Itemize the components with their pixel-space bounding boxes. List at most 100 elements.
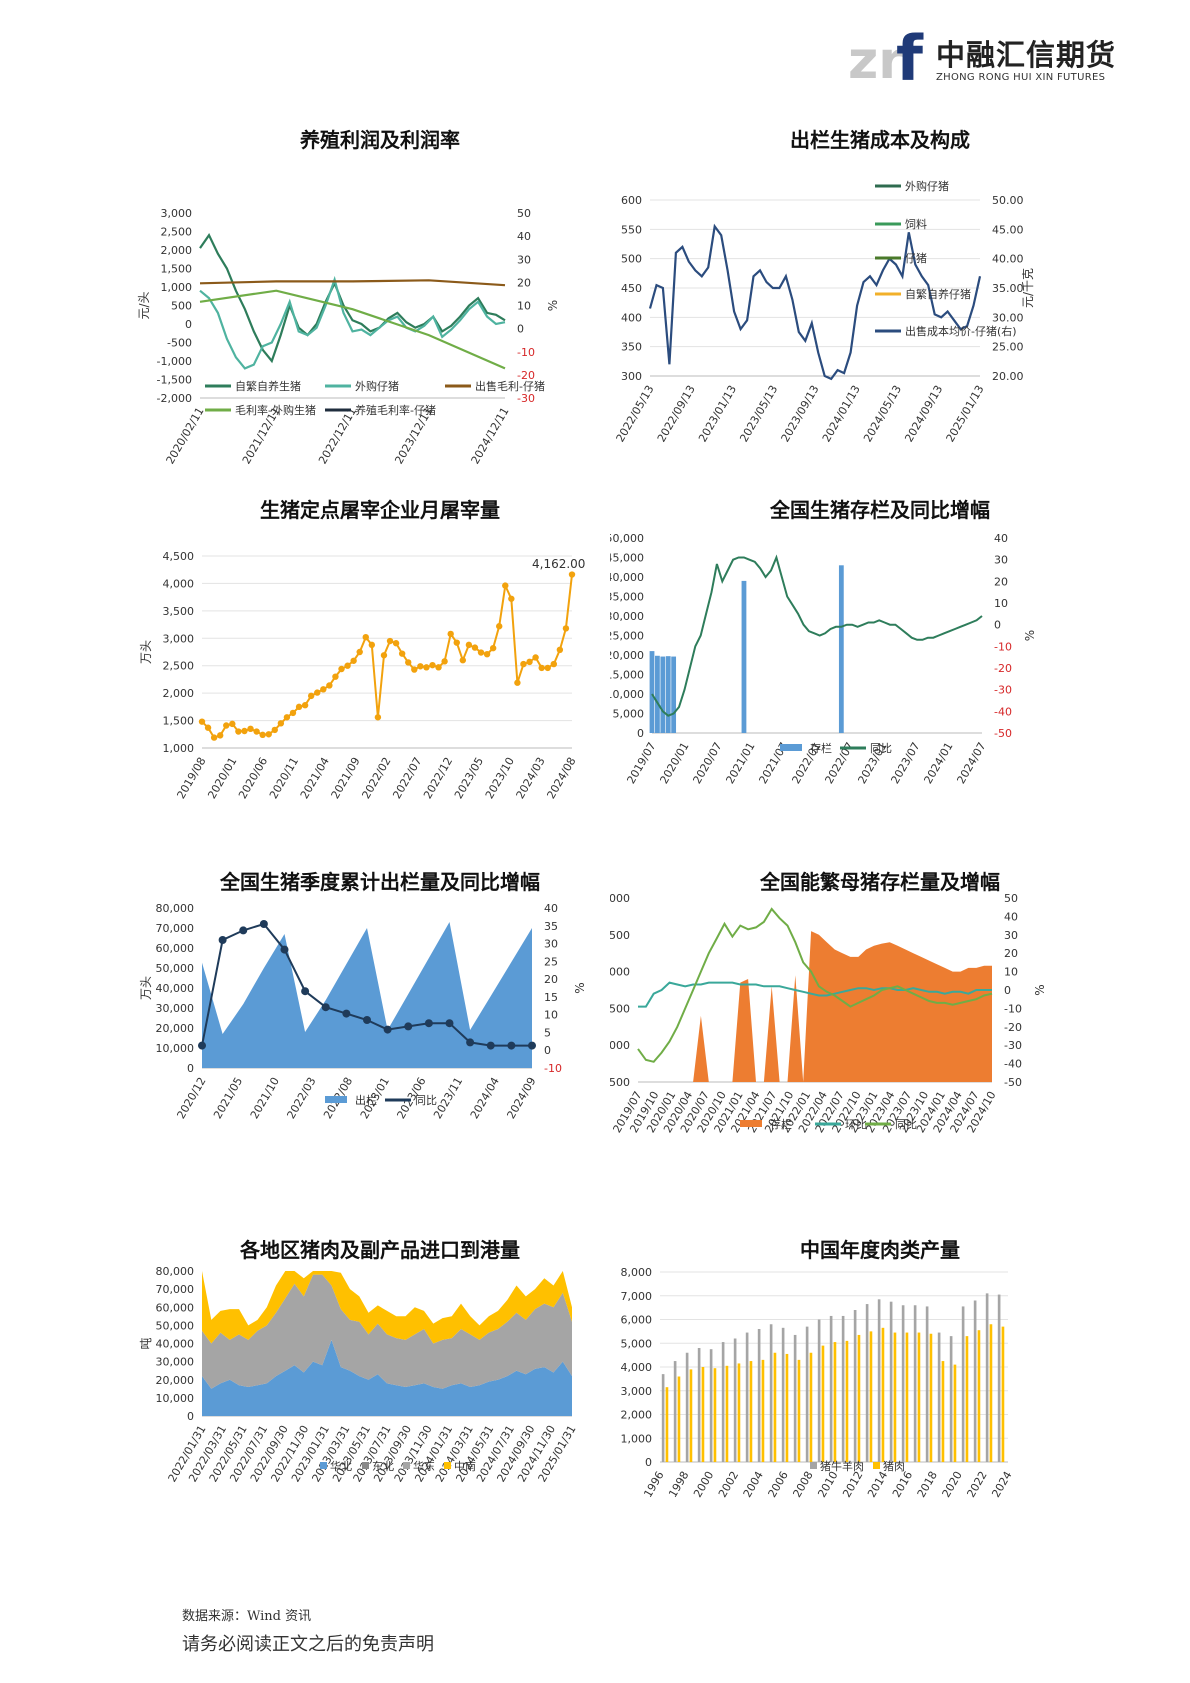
bar-2013-0 bbox=[865, 1304, 869, 1462]
bar-2021-1 bbox=[965, 1336, 969, 1462]
y2-tick-label: 30 bbox=[544, 938, 558, 951]
y-tick-label: 20,000 bbox=[156, 1022, 195, 1035]
y-tick-label: 60,000 bbox=[156, 1301, 195, 1314]
data-point bbox=[332, 673, 339, 680]
x-tick-label: 2024/05/13 bbox=[861, 383, 904, 444]
y-tick-label: 40,000 bbox=[610, 571, 644, 584]
data-point bbox=[453, 639, 460, 646]
bar-2016-1 bbox=[905, 1332, 909, 1462]
y-axis-label: 万头 bbox=[139, 976, 153, 1000]
y-tick-label: 6,000 bbox=[621, 1314, 653, 1327]
y-tick-label: 2,000 bbox=[161, 244, 193, 257]
x-tick-label: 2024/04 bbox=[468, 1075, 502, 1121]
bar-2019-0 bbox=[937, 1332, 941, 1462]
line-series-0 bbox=[199, 233, 506, 364]
legend-label: 毛利率-外购生猪 bbox=[235, 403, 316, 417]
y-tick-label: 30,000 bbox=[610, 610, 644, 623]
legend-label: 自繁自养仔猪 bbox=[905, 287, 971, 301]
y-tick-label: 0 bbox=[185, 318, 192, 331]
data-point bbox=[198, 1041, 206, 1050]
data-point bbox=[459, 657, 467, 664]
y-tick-label: 2,500 bbox=[610, 1076, 630, 1089]
data-point bbox=[520, 660, 527, 668]
y-tick-label: 4,000 bbox=[621, 1361, 653, 1374]
bar-2006-1 bbox=[785, 1353, 789, 1462]
bar-2017-1 bbox=[917, 1332, 921, 1462]
svg-text:zr: zr bbox=[848, 31, 904, 90]
y2-tick-label: -20 bbox=[1004, 1021, 1022, 1034]
data-point bbox=[216, 732, 224, 739]
line-series-1 bbox=[199, 275, 506, 370]
y-tick-label: 20,000 bbox=[610, 649, 644, 662]
data-point bbox=[386, 637, 394, 645]
y-tick-label: 10,000 bbox=[156, 1042, 195, 1055]
disclaimer-link[interactable]: 请务必阅读正文之后的免责声明 bbox=[182, 1634, 434, 1655]
y-tick-label: 3,000 bbox=[161, 207, 193, 220]
x-tick-label: 2006 bbox=[766, 1469, 791, 1500]
data-point bbox=[363, 1016, 371, 1024]
y2-tick-label: 40 bbox=[517, 230, 531, 243]
y-tick-label: 10,000 bbox=[156, 1392, 195, 1405]
brand-subtitle: ZHONG RONG HUI XIN FUTURES bbox=[936, 72, 1106, 83]
y-tick-label: 10,000 bbox=[610, 688, 644, 701]
bar-2021-0 bbox=[961, 1306, 965, 1462]
legend-swatch bbox=[873, 1462, 880, 1469]
y2-tick-label: -20 bbox=[994, 662, 1012, 675]
bar-1999-0 bbox=[697, 1348, 701, 1462]
data-point bbox=[259, 731, 266, 739]
chart-title: 出栏生猪成本及构成 bbox=[790, 128, 970, 152]
bar-2016-0 bbox=[901, 1305, 905, 1462]
y2-tick-label: 15 bbox=[544, 991, 558, 1004]
y2-tick-label: 10 bbox=[517, 300, 531, 313]
y-axis-label: 元/头 bbox=[137, 291, 151, 319]
data-point bbox=[239, 926, 248, 935]
x-tick-label: 2014 bbox=[865, 1469, 890, 1500]
bar-1996-0 bbox=[661, 1374, 665, 1462]
chart-imports: 80,000 70,000 60,000 50,000 40,000 30,000 20,0… bbox=[110, 1228, 650, 1588]
y2-tick-label: 0 bbox=[544, 1044, 551, 1057]
bar-1996-1 bbox=[665, 1387, 669, 1462]
x-tick-label: 2024/03 bbox=[514, 755, 548, 801]
data-point bbox=[229, 720, 236, 728]
legend-swatch bbox=[444, 1462, 451, 1469]
y-tick-label: 1,000 bbox=[621, 1432, 653, 1445]
data-point bbox=[265, 731, 272, 738]
y-tick-label: -1,500 bbox=[157, 374, 192, 387]
y-tick-label: 70,000 bbox=[156, 922, 195, 935]
bar-2002-0 bbox=[733, 1338, 737, 1462]
y-tick-label: 20,000 bbox=[156, 1374, 195, 1387]
y-axis-label: 万吨 bbox=[610, 1355, 611, 1379]
bar-2000-1 bbox=[713, 1368, 717, 1462]
bar-2008-0 bbox=[805, 1326, 809, 1462]
bar-2024-0 bbox=[997, 1294, 1001, 1462]
data-point bbox=[441, 658, 448, 665]
y-tick-label: 0 bbox=[187, 1410, 194, 1423]
data-point bbox=[356, 648, 363, 656]
data-point bbox=[204, 724, 212, 731]
y2-tick-label: 20 bbox=[517, 276, 531, 289]
y-tick-label: 50,000 bbox=[156, 962, 195, 975]
bar-2023-1 bbox=[989, 1324, 993, 1462]
y2-axis-label: % bbox=[1023, 630, 1037, 641]
chart-title: 生猪定点屠宰企业月屠宰量 bbox=[260, 498, 500, 522]
y-tick-label: 2,500 bbox=[163, 660, 195, 673]
y-tick-label: 5,000 bbox=[610, 892, 630, 905]
x-tick-label: 2020/02/11 bbox=[164, 405, 207, 466]
x-tick-label: 2022/05/13 bbox=[614, 383, 657, 444]
data-point bbox=[295, 703, 303, 711]
y2-tick-label: 10 bbox=[994, 597, 1008, 610]
data-point bbox=[471, 644, 479, 651]
data-point bbox=[350, 657, 357, 664]
data-point bbox=[338, 665, 345, 673]
legend-label: 东北 bbox=[372, 1460, 394, 1473]
area-series-0 bbox=[202, 1339, 572, 1416]
bar-2015-0 bbox=[889, 1301, 893, 1462]
y-tick-label: 50,000 bbox=[610, 532, 644, 545]
line-series-2 bbox=[199, 279, 506, 287]
y-tick-label: 80,000 bbox=[156, 902, 195, 915]
logo-mark-icon: zr f bbox=[848, 22, 924, 95]
x-tick-label: 2024/01 bbox=[921, 740, 955, 786]
x-tick-label: 2023/10 bbox=[483, 755, 517, 801]
data-point bbox=[423, 664, 430, 671]
data-point bbox=[404, 1022, 413, 1031]
